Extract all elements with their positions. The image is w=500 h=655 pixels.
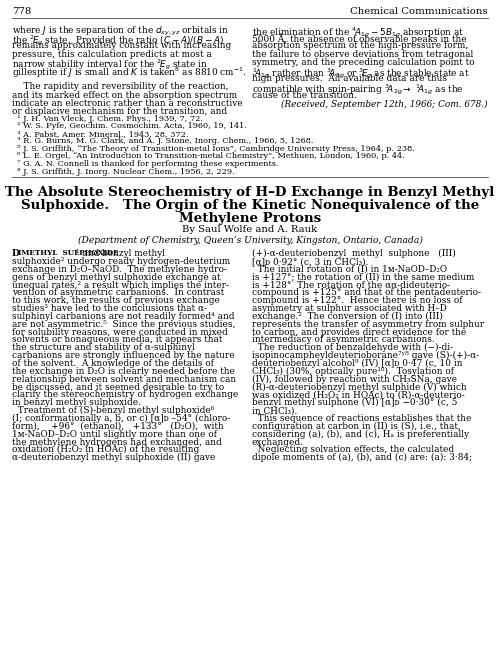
Text: ¹ J. H. Van Vleck, J. Chem. Phys., 1939, 7, 72.: ¹ J. H. Van Vleck, J. Chem. Phys., 1939,… <box>12 115 203 122</box>
Text: was oxidized (H₂O₂ in HOAc) to (R)-α-deuterio-: was oxidized (H₂O₂ in HOAc) to (R)-α-deu… <box>252 390 465 400</box>
Text: The Absolute Stereochemistry of H–D Exchange in Benzyl Methyl: The Absolute Stereochemistry of H–D Exch… <box>6 186 494 199</box>
Text: the failure to observe deviations from tetragonal: the failure to observe deviations from t… <box>252 50 473 58</box>
Text: deuteriobenzyl alcohol⁹ (IV) [α]ᴅ 0·47 (c, 10 in: deuteriobenzyl alcohol⁹ (IV) [α]ᴅ 0·47 (… <box>252 359 462 368</box>
Text: (R)-α-deuteriobenzyl methyl sulphide (V) which: (R)-α-deuteriobenzyl methyl sulphide (V)… <box>252 383 466 392</box>
Text: 5000 Å, the absence of observable peaks in the: 5000 Å, the absence of observable peaks … <box>252 33 466 44</box>
Text: symmetry, and the preceding calculation point to: symmetry, and the preceding calculation … <box>252 58 474 67</box>
Text: $^{1}\!A_{1g}$ rather than $^{3}\!A_{1g}$ or $^{3}\!E_{g}$ as the stable state a: $^{1}\!A_{1g}$ rather than $^{3}\!A_{1g}… <box>252 66 470 81</box>
Text: is +127°; the rotation of (II) in the same medium: is +127°; the rotation of (II) in the sa… <box>252 272 474 282</box>
Text: and its marked effect on the absorption spectrum: and its marked effect on the absorption … <box>12 90 237 100</box>
Text: D: D <box>12 249 20 258</box>
Text: exchanged.: exchanged. <box>252 438 304 447</box>
Text: sulphinyl carbanions are not readily formed⁴ and: sulphinyl carbanions are not readily for… <box>12 312 234 321</box>
Text: vention of asymmetric carbanions.  In contrast: vention of asymmetric carbanions. In con… <box>12 288 224 297</box>
Text: (Received, September 12th, 1966; Com. 678.): (Received, September 12th, 1966; Com. 67… <box>282 100 488 109</box>
Text: This sequence of reactions establishes that the: This sequence of reactions establishes t… <box>252 414 472 423</box>
Text: The initial rotation of (I) in 1ᴍ-NaOD–D₂O: The initial rotation of (I) in 1ᴍ-NaOD–D… <box>252 265 447 274</box>
Text: in benzyl methyl sulphoxide.: in benzyl methyl sulphoxide. <box>12 398 141 407</box>
Text: (Department of Chemistry, Queen’s University, Kingston, Ontario, Canada): (Department of Chemistry, Queen’s Univer… <box>78 236 422 245</box>
Text: form),    +96°  (ethanol),   +133°   (D₂O),  with: form), +96° (ethanol), +133° (D₂O), with <box>12 422 224 431</box>
Text: solvents or nonaqueous media, it appears that: solvents or nonaqueous media, it appears… <box>12 335 222 345</box>
Text: Chemical Communications: Chemical Communications <box>350 7 488 16</box>
Text: narrow stability interval for the $^{2}\!E_{g}$ state in: narrow stability interval for the $^{2}\… <box>12 58 207 72</box>
Text: the exchange in D₂O is clearly needed before the: the exchange in D₂O is clearly needed be… <box>12 367 235 376</box>
Text: in CHCl₃).: in CHCl₃). <box>252 406 298 415</box>
Text: to carbon, and provides direct evidence for the: to carbon, and provides direct evidence … <box>252 328 466 337</box>
Text: are not asymmetric.⁵  Since the previous studies,: are not asymmetric.⁵ Since the previous … <box>12 320 235 329</box>
Text: IMETHYL  SULPHOXIDE: IMETHYL SULPHOXIDE <box>18 249 118 257</box>
Text: (+)-α-deuteriobenzyl  methyl  sulphone   (III): (+)-α-deuteriobenzyl methyl sulphone (II… <box>252 249 456 258</box>
Text: The reduction of benzaldehyde with (−)-di-: The reduction of benzaldehyde with (−)-d… <box>252 343 453 352</box>
Text: cause of the transition.: cause of the transition. <box>252 90 357 100</box>
Text: gens of benzyl methyl sulphoxide exchange at: gens of benzyl methyl sulphoxide exchang… <box>12 272 220 282</box>
Text: asymmetry at sulphur associated with H–D: asymmetry at sulphur associated with H–D <box>252 304 447 313</box>
Text: ² W. S. Fyfe, Geochim. Cosmochim. Acta, 1960, 19, 141.: ² W. S. Fyfe, Geochim. Cosmochim. Acta, … <box>12 122 247 130</box>
Text: ⁷ G. A. N. Connell is thanked for performing these experiments.: ⁷ G. A. N. Connell is thanked for perfor… <box>12 160 278 168</box>
Text: 1ᴍ-NaOD–D₂O until slightly more than one of: 1ᴍ-NaOD–D₂O until slightly more than one… <box>12 430 217 439</box>
Text: α-deuteriobenzyl methyl sulphoxide (II) gave: α-deuteriobenzyl methyl sulphoxide (II) … <box>12 453 216 462</box>
Text: considering (a), (b), and (c), Hₐ is preferentially: considering (a), (b), and (c), Hₐ is pre… <box>252 430 469 439</box>
Text: configuration at carbon in (II) is (S), i.e., that,: configuration at carbon in (II) is (S), … <box>252 422 461 431</box>
Text: ⁵ J. S. Griffith, “The Theory of Transition-metal Ions”, Cambridge University Pr: ⁵ J. S. Griffith, “The Theory of Transit… <box>12 145 415 153</box>
Text: pressure, this calculation predicts at most a: pressure, this calculation predicts at m… <box>12 50 212 58</box>
Text: sulphoxide² undergo ready hydrogen-deuterium: sulphoxide² undergo ready hydrogen-deute… <box>12 257 230 266</box>
Text: dipole moments of (a), (b), and (c) are: (a): 3·84;: dipole moments of (a), (b), and (c) are:… <box>252 453 472 462</box>
Text: for solubility reasons, were conducted in mixed: for solubility reasons, were conducted i… <box>12 328 228 337</box>
Text: unequal rates,² a result which implies the inter-: unequal rates,² a result which implies t… <box>12 280 229 290</box>
Text: ⁸ J. S. Griffith, J. Inorg. Nuclear Chem., 1956, 2, 229.: ⁸ J. S. Griffith, J. Inorg. Nuclear Chem… <box>12 168 234 176</box>
Text: gillesptite if $J$ is small and $K$ is taken$^{8}$ as 8810 cm$^{-1}$.: gillesptite if $J$ is small and $K$ is t… <box>12 66 246 81</box>
Text: oxidation (H₂O₂ in HOAc) of the resulting: oxidation (H₂O₂ in HOAc) of the resultin… <box>12 445 199 455</box>
Text: indicate an electronic rather than a reconstructive: indicate an electronic rather than a rec… <box>12 99 242 108</box>
Text: the $^{2}\!E_{g}$ state.  Provided the ratio $(C-A)/(B-A)$: the $^{2}\!E_{g}$ state. Provided the ra… <box>12 33 224 48</box>
Text: ⁴ R. G. Burns, M. G. Clark, and A. J. Stone, Inorg. Chem., 1966, 5, 1268.: ⁴ R. G. Burns, M. G. Clark, and A. J. St… <box>12 138 314 145</box>
Text: (IV), followed by reaction with CH₃SNa, gave: (IV), followed by reaction with CH₃SNa, … <box>252 375 457 384</box>
Text: the elimination of the $^{4}\!A_{1g} - 5B_{1g}$ absorption at: the elimination of the $^{4}\!A_{1g} - 5… <box>252 25 464 39</box>
Text: remains approximately constant with increasing: remains approximately constant with incr… <box>12 41 231 50</box>
Text: compound is +122°.  Hence there is no loss of: compound is +122°. Hence there is no los… <box>252 296 462 305</box>
Text: ³ A. Pabst, Amer. Mineral., 1943, 28, 372.: ³ A. Pabst, Amer. Mineral., 1943, 28, 37… <box>12 130 188 138</box>
Text: (I; conformationally a, b, or c) [α]ᴅ –54° (chloro-: (I; conformationally a, b, or c) [α]ᴅ –5… <box>12 414 230 423</box>
Text: Neglecting solvation effects, the calculated: Neglecting solvation effects, the calcul… <box>252 445 454 455</box>
Text: Methylene Protons: Methylene Protons <box>179 212 321 225</box>
Text: to this work, the results of previous exchange: to this work, the results of previous ex… <box>12 296 220 305</box>
Text: benzyl methyl sulphone (VI) [α]ᴅ −0·30° (c, 5: benzyl methyl sulphone (VI) [α]ᴅ −0·30° … <box>252 398 458 407</box>
Text: the methylene hydrogens had exchanged, and: the methylene hydrogens had exchanged, a… <box>12 438 222 447</box>
Text: the structure and stability of α-sulphinyl: the structure and stability of α-sulphin… <box>12 343 195 352</box>
Text: ¹ and benzyl methyl: ¹ and benzyl methyl <box>76 249 164 258</box>
Text: exchange.²  The conversion of (I) into (III): exchange.² The conversion of (I) into (I… <box>252 312 443 321</box>
Text: absorption spectrum of the high-pressure form,: absorption spectrum of the high-pressure… <box>252 41 468 50</box>
Text: By Saul Wolfe and A. Rauk: By Saul Wolfe and A. Rauk <box>182 225 318 234</box>
Text: isopinocampheyldeuterioborane⁷ʸ⁸ gave (S)-(+)-α-: isopinocampheyldeuterioborane⁷ʸ⁸ gave (S… <box>252 351 479 360</box>
Text: where $J$ is the separation of the $d_{xy,yz}$ orbitals in: where $J$ is the separation of the $d_{x… <box>12 25 229 38</box>
Text: is +128°  The rotation of the αα-dideuterio-: is +128° The rotation of the αα-dideuter… <box>252 280 450 290</box>
Text: studies³ have led to the conclusions that α-: studies³ have led to the conclusions tha… <box>12 304 207 313</box>
Text: [α]ᴅ 0·92° (c, 3 in CHCl₃).: [α]ᴅ 0·92° (c, 3 in CHCl₃). <box>252 257 368 266</box>
Text: compound is +125° and that of the pentadeuterio-: compound is +125° and that of the pentad… <box>252 288 481 297</box>
Text: or displacive mechanism for the transition, and: or displacive mechanism for the transiti… <box>12 107 227 116</box>
Text: high pressures.  All available data are thus: high pressures. All available data are t… <box>252 74 447 83</box>
Text: 778: 778 <box>12 7 32 16</box>
Text: carbanions are strongly influenced by the nature: carbanions are strongly influenced by th… <box>12 351 234 360</box>
Text: ⁶ L. E. Orgel, “An Introduction to Transition-metal Chemistry”, Methuen, London,: ⁶ L. E. Orgel, “An Introduction to Trans… <box>12 153 405 160</box>
Text: be discussed, and it seemed desirable to try to: be discussed, and it seemed desirable to… <box>12 383 224 392</box>
Text: Sulphoxide.   The Orgin of the Kinetic Nonequivalence of the: Sulphoxide. The Orgin of the Kinetic Non… <box>21 199 479 212</box>
Text: of the solvent.  A knowledge of the details of: of the solvent. A knowledge of the detai… <box>12 359 214 368</box>
Text: compatible with spin-pairing $^{3}\!A_{2g} \rightarrow$ $^{1}\!A_{1g}$ as the: compatible with spin-pairing $^{3}\!A_{2… <box>252 83 464 97</box>
Text: intermediacy of asymmetric carbanions.: intermediacy of asymmetric carbanions. <box>252 335 435 345</box>
Text: relationship between solvent and mechanism can: relationship between solvent and mechani… <box>12 375 236 384</box>
Text: exchange in D₂O–NaOD.  The methylene hydro-: exchange in D₂O–NaOD. The methylene hydr… <box>12 265 227 274</box>
Text: CHCl₃) (30%, optically pure¹⁰).  Tosylation of: CHCl₃) (30%, optically pure¹⁰). Tosylati… <box>252 367 454 376</box>
Text: Treatment of (S)-benzyl methyl sulphoxide⁶: Treatment of (S)-benzyl methyl sulphoxid… <box>12 406 214 415</box>
Text: represents the transfer of asymmetry from sulphur: represents the transfer of asymmetry fro… <box>252 320 484 329</box>
Text: The rapidity and reversibility of the reaction,: The rapidity and reversibility of the re… <box>12 83 228 92</box>
Text: clarify the stereochemistry of hydrogen exchange: clarify the stereochemistry of hydrogen … <box>12 390 238 400</box>
